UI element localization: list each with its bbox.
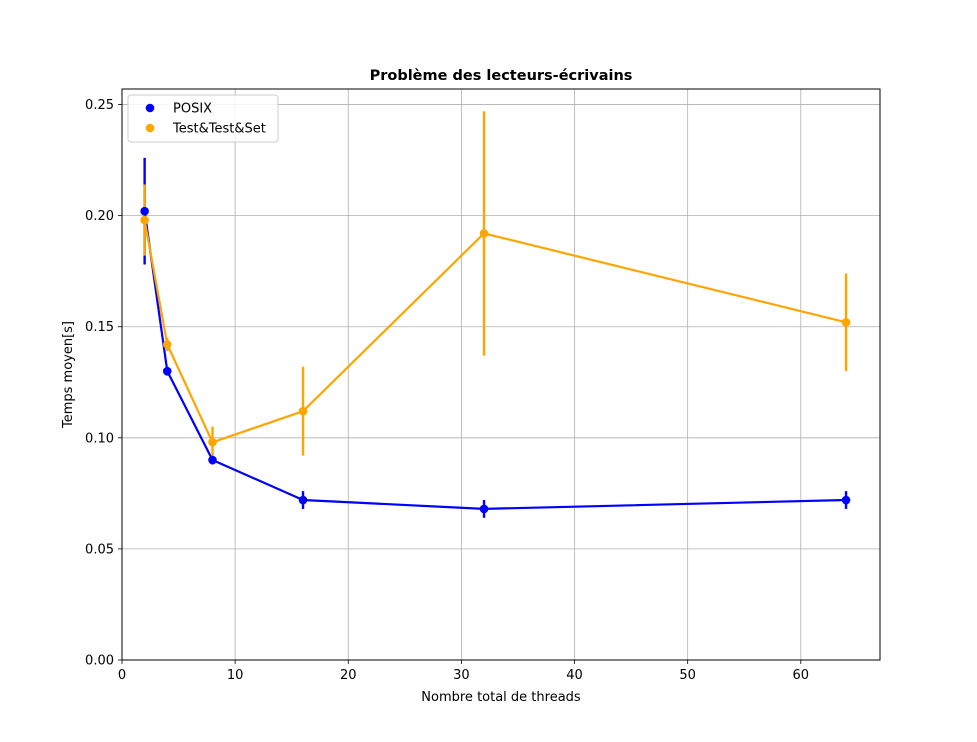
data-point-test-test-set — [162, 340, 172, 349]
x-axis-label: Nombre total de threads — [421, 690, 581, 705]
series-lines — [143, 211, 847, 510]
x-tick-label: 30 — [453, 668, 470, 683]
series-line-test-test-set — [143, 219, 847, 444]
error-bars — [143, 111, 848, 518]
x-tick-label: 60 — [793, 668, 810, 683]
data-point-posix — [140, 206, 149, 216]
data-point-posix — [208, 455, 217, 465]
data-point-test-test-set — [841, 317, 851, 327]
y-tick-label: 0.15 — [85, 320, 114, 335]
legend-box — [127, 94, 279, 143]
data-points — [140, 206, 851, 514]
data-point-test-test-set — [479, 229, 489, 238]
legend: POSIX Test&Test&Set — [127, 94, 279, 143]
plot-frame — [121, 88, 881, 661]
y-axis-ticks: 0.00 0.05 0.10 0.15 0.20 0.25 — [85, 98, 122, 669]
legend-marker — [145, 103, 155, 113]
chart-title: Problème des lecteurs-écrivains — [370, 68, 633, 84]
x-tick-label: 20 — [340, 668, 357, 683]
legend-marker — [145, 123, 155, 133]
x-tick-label: 40 — [566, 668, 583, 683]
y-tick-label: 0.05 — [85, 542, 114, 557]
y-tick-label: 0.20 — [85, 209, 114, 224]
data-point-posix — [479, 504, 489, 514]
x-axis-ticks: 0 10 20 30 40 50 60 — [118, 660, 809, 683]
legend-label: POSIX — [173, 102, 212, 117]
data-point-posix — [162, 366, 172, 376]
data-point-test-test-set — [140, 215, 149, 225]
y-tick-label: 0.10 — [85, 431, 114, 446]
y-axis-label: Temps moyen[s] — [61, 321, 76, 429]
y-tick-label: 0.00 — [85, 654, 114, 669]
x-tick-label: 10 — [227, 668, 244, 683]
x-tick-label: 0 — [118, 668, 126, 683]
x-tick-label: 50 — [679, 668, 696, 683]
data-point-test-test-set — [298, 406, 308, 416]
data-point-posix — [298, 495, 308, 505]
data-point-test-test-set — [208, 437, 217, 447]
data-point-posix — [841, 495, 851, 505]
y-tick-label: 0.25 — [85, 98, 114, 113]
legend-label: Test&Test&Set — [172, 122, 266, 137]
series-line-posix — [143, 211, 847, 510]
grid — [121, 89, 880, 661]
